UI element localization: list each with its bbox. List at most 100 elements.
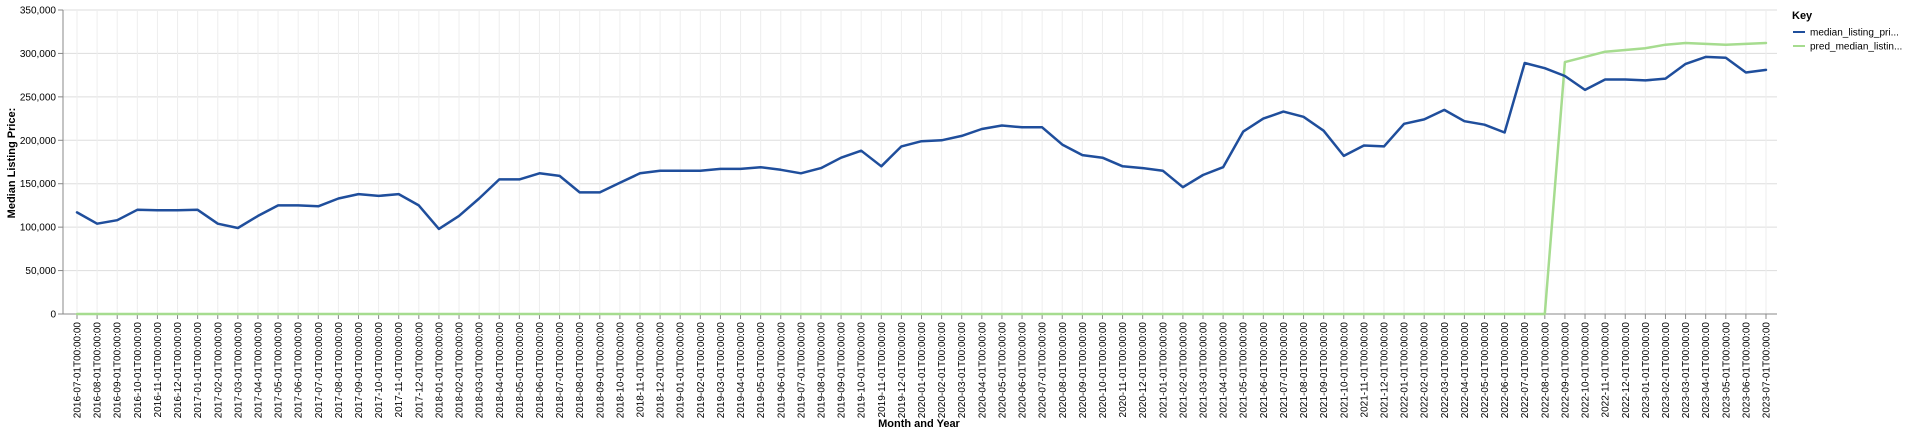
x-tick-label: 2017-04-01T00:00:00: [253, 322, 264, 419]
x-tick-label: 2022-04-01T00:00:00: [1460, 322, 1471, 419]
legend-title: Key: [1792, 10, 1813, 22]
x-tick-label: 2022-07-01T00:00:00: [1520, 322, 1531, 419]
series-line-1: [75, 55, 1768, 231]
x-tick-label: 2016-08-01T00:00:00: [93, 322, 104, 419]
x-tick-label: 2020-08-01T00:00:00: [1058, 322, 1069, 419]
x-tick-label: 2018-05-01T00:00:00: [515, 322, 526, 419]
y-tick-label: 150,000: [20, 179, 57, 190]
legend-label: pred_median_listin...: [1810, 42, 1902, 53]
x-tick-label: 2018-02-01T00:00:00: [455, 322, 466, 419]
x-tick-label: 2019-11-01T00:00:00: [877, 322, 888, 418]
x-tick-label: 2020-12-01T00:00:00: [1138, 322, 1149, 419]
y-axis-title: Median Listing Price:: [6, 108, 18, 219]
y-tick-label: 350,000: [20, 6, 57, 17]
x-tick-labels: 2016-07-01T00:00:00 2016-08-01T00:00:00 20…: [73, 322, 1773, 419]
x-tick-label: 2022-03-01T00:00:00: [1440, 322, 1451, 419]
x-tick-label: 2019-09-01T00:00:00: [837, 322, 848, 419]
x-tick-label: 2021-03-01T00:00:00: [1199, 322, 1210, 419]
x-tick-label: 2022-10-01T00:00:00: [1581, 322, 1592, 419]
x-tick-label: 2018-08-01T00:00:00: [575, 322, 586, 419]
series-lines: [75, 41, 1768, 316]
x-tick-label: 2017-11-01T00:00:00: [394, 322, 405, 418]
gridlines: [63, 9, 1777, 315]
x-tick-label: 2021-10-01T00:00:00: [1339, 322, 1350, 419]
x-tick-label: 2022-11-01T00:00:00: [1601, 322, 1612, 418]
x-tick-label: 2019-04-01T00:00:00: [736, 322, 747, 419]
x-tick-label: 2022-02-01T00:00:00: [1420, 322, 1431, 419]
x-tick-label: 2016-07-01T00:00:00: [73, 322, 84, 419]
x-tick-label: 2018-12-01T00:00:00: [656, 322, 667, 419]
x-tick-label: 2022-09-01T00:00:00: [1560, 322, 1571, 419]
x-tick-label: 2019-08-01T00:00:00: [816, 322, 827, 419]
x-tick-label: 2018-03-01T00:00:00: [475, 322, 486, 419]
x-tick-label: 2020-05-01T00:00:00: [997, 322, 1008, 419]
x-tick-label: 2021-07-01T00:00:00: [1279, 322, 1290, 419]
x-tick-label: 2018-11-01T00:00:00: [636, 322, 647, 418]
series-line-2: [75, 41, 1768, 316]
x-tick-label: 2020-10-01T00:00:00: [1098, 322, 1109, 419]
x-tick-label: 2017-02-01T00:00:00: [213, 322, 224, 419]
x-tick-label: 2017-10-01T00:00:00: [374, 322, 385, 419]
x-tick-label: 2021-12-01T00:00:00: [1379, 322, 1390, 419]
x-tick-label: 2020-01-01T00:00:00: [917, 322, 928, 419]
x-tick-label: 2020-03-01T00:00:00: [957, 322, 968, 419]
x-tick-label: 2023-01-01T00:00:00: [1641, 322, 1652, 419]
x-tick-label: 2016-11-01T00:00:00: [153, 322, 164, 418]
y-tick-label: 250,000: [20, 92, 57, 103]
x-tick-label: 2022-01-01T00:00:00: [1400, 322, 1411, 419]
x-tick-label: 2023-03-01T00:00:00: [1681, 322, 1692, 419]
y-tick-label: 200,000: [20, 136, 57, 147]
x-tick-label: 2018-10-01T00:00:00: [615, 322, 626, 419]
x-tick-label: 2016-09-01T00:00:00: [113, 322, 124, 419]
x-tick-label: 2018-07-01T00:00:00: [555, 322, 566, 419]
legend-items: median_listing_pri... pred_median_listin.…: [1793, 28, 1902, 53]
x-tick-label: 2022-12-01T00:00:00: [1621, 322, 1632, 419]
x-tick-label: 2020-11-01T00:00:00: [1118, 322, 1129, 418]
x-tick-label: 2022-06-01T00:00:00: [1500, 322, 1511, 419]
x-tick-label: 2020-02-01T00:00:00: [937, 322, 948, 419]
x-tick-label: 2021-11-01T00:00:00: [1359, 322, 1370, 418]
x-tick-label: 2021-01-01T00:00:00: [1158, 322, 1169, 419]
x-tick-label: 2019-06-01T00:00:00: [776, 322, 787, 419]
legend: Key median_listing_pri... pred_median_lis…: [1792, 10, 1902, 53]
x-tick-label: 2017-03-01T00:00:00: [233, 322, 244, 419]
x-tick-label: 2018-01-01T00:00:00: [434, 322, 445, 419]
y-tick-label: 0: [50, 310, 56, 321]
axes: [58, 9, 1777, 319]
x-tick-label: 2020-09-01T00:00:00: [1078, 322, 1089, 419]
x-tick-label: 2022-08-01T00:00:00: [1540, 322, 1551, 419]
x-tick-label: 2019-03-01T00:00:00: [716, 322, 727, 419]
y-tick-label: 100,000: [20, 223, 57, 234]
x-tick-label: 2020-07-01T00:00:00: [1038, 322, 1049, 419]
y-tick-labels: 0 50,000 100,000 150,000 200,000 250,000 300,0…: [20, 6, 57, 321]
x-tick-label: 2019-01-01T00:00:00: [676, 322, 687, 419]
x-tick-label: 2022-05-01T00:00:00: [1480, 322, 1491, 419]
x-tick-label: 2023-02-01T00:00:00: [1661, 322, 1672, 419]
x-tick-label: 2019-12-01T00:00:00: [897, 322, 908, 419]
x-tick-label: 2023-07-01T00:00:00: [1762, 322, 1773, 419]
x-tick-label: 2016-12-01T00:00:00: [173, 322, 184, 419]
x-tick-label: 2020-04-01T00:00:00: [977, 322, 988, 419]
x-tick-label: 2017-07-01T00:00:00: [314, 322, 325, 419]
x-tick-label: 2017-05-01T00:00:00: [274, 322, 285, 419]
x-tick-label: 2021-04-01T00:00:00: [1219, 322, 1230, 419]
x-axis-title: Month and Year: [878, 418, 960, 430]
x-tick-label: 2017-09-01T00:00:00: [354, 322, 365, 419]
x-tick-label: 2021-02-01T00:00:00: [1178, 322, 1189, 419]
x-tick-label: 2021-09-01T00:00:00: [1319, 322, 1330, 419]
x-tick-label: 2018-09-01T00:00:00: [595, 322, 606, 419]
y-tick-label: 300,000: [20, 49, 57, 60]
x-tick-label: 2017-01-01T00:00:00: [193, 322, 204, 419]
x-tick-label: 2023-05-01T00:00:00: [1721, 322, 1732, 419]
x-tick-label: 2021-08-01T00:00:00: [1299, 322, 1310, 419]
x-tick-label: 2017-12-01T00:00:00: [414, 322, 425, 419]
x-tick-label: 2019-05-01T00:00:00: [756, 322, 767, 419]
x-tick-label: 2018-06-01T00:00:00: [535, 322, 546, 419]
x-tick-label: 2020-06-01T00:00:00: [1018, 322, 1029, 419]
y-tick-label: 50,000: [25, 266, 56, 277]
x-tick-label: 2023-04-01T00:00:00: [1701, 322, 1712, 419]
x-tick-label: 2019-07-01T00:00:00: [796, 322, 807, 419]
x-tick-label: 2019-02-01T00:00:00: [696, 322, 707, 419]
x-tick-label: 2023-06-01T00:00:00: [1741, 322, 1752, 419]
